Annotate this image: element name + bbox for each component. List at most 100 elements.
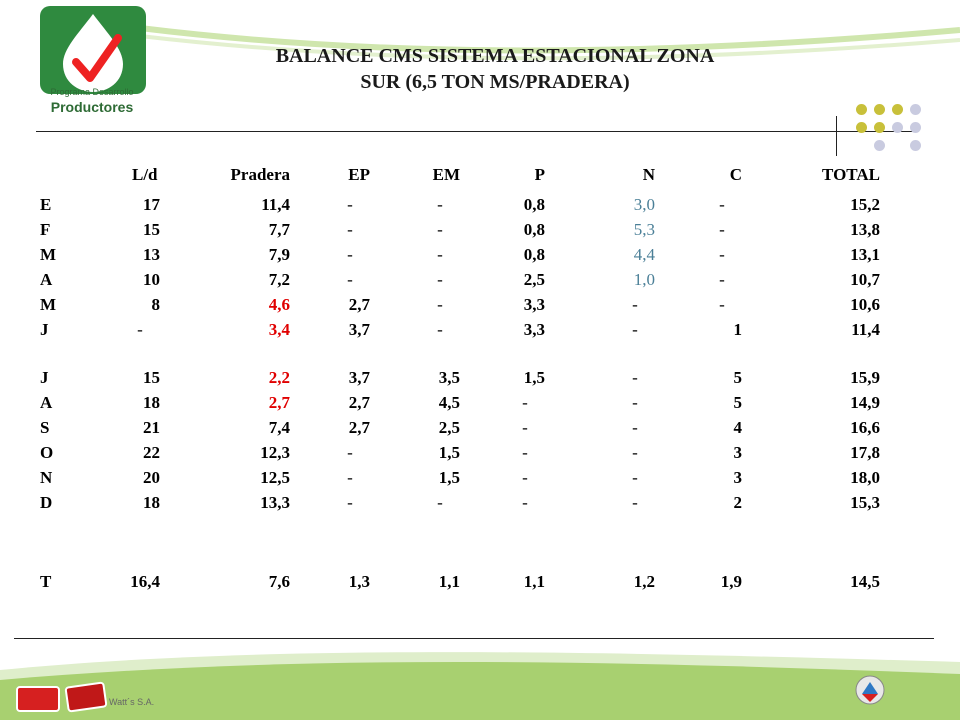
dot-decoration [856,104,867,115]
cell-n: 4,4 [633,245,655,264]
cell-total: 15,2 [850,195,880,214]
cell-ep: 2,7 [348,393,370,412]
cell-p: 3,3 [523,295,545,314]
cell-ld: 18 [143,493,160,512]
cell-n: 1,2 [633,572,655,591]
cell-c: 1,9 [720,572,742,591]
cell-ep: - [347,443,353,462]
cell-ld: 17 [143,195,160,214]
cell-label: M [40,295,57,314]
cell-label: J [40,368,49,387]
cell-total: 16,6 [850,418,880,437]
bottom-divider [14,638,934,639]
cell-ep: 1,3 [348,572,370,591]
cell-label: J [40,320,49,339]
header-n: N [642,165,655,184]
cell-total: 14,5 [850,572,880,591]
cell-c: - [719,270,725,289]
calo-logo [64,681,108,713]
cell-p: - [522,468,528,487]
cell-ld: 15 [143,220,160,239]
milk-drop-check-icon [40,6,146,94]
cell-ep: - [347,468,353,487]
cell-em: 1,1 [438,572,460,591]
programa-desarrollo-logo: Programa Desarrollo Productores [30,4,154,120]
cell-c: 1 [733,320,743,339]
cell-n: 1,0 [633,270,655,289]
cell-ep: - [347,245,353,264]
cell-c: 5 [733,368,743,387]
header-ld: L/d [132,165,158,184]
cell-ld: 22 [143,443,160,462]
cell-p: 0,8 [523,245,545,264]
cell-ld: 13 [143,245,160,264]
cell-n: - [632,493,638,512]
logo-line2: Productores [50,99,134,115]
cell-total: 10,7 [850,270,880,289]
cell-label: T [40,572,52,591]
cell-total: 14,9 [850,393,880,412]
cell-n: - [632,443,638,462]
unico-lecche-logo [16,686,60,712]
cell-c: - [719,195,725,214]
cell-em: 1,5 [438,468,460,487]
cell-ld: 20 [143,468,160,487]
cell-ep: 3,7 [348,320,370,339]
cell-p: 1,5 [523,368,545,387]
cell-pradera: 7,4 [268,418,290,437]
dot-decoration [856,122,867,133]
cell-em: - [437,195,443,214]
cell-n: - [632,468,638,487]
cell-p: - [522,393,528,412]
cell-label: O [40,443,54,462]
cell-label: A [40,393,53,412]
cell-pradera: 12,5 [260,468,290,487]
dot-decoration [874,122,885,133]
cell-pradera: 4,6 [268,295,290,314]
title-line1: BALANCE CMS SISTEMA ESTACIONAL ZONA [275,45,715,67]
dot-decoration [910,104,921,115]
cell-c: 3 [733,468,743,487]
cell-label: F [40,220,51,239]
cell-ld: 15 [143,368,160,387]
footer-wave-decoration [0,652,960,720]
cell-total: 13,8 [850,220,880,239]
cell-p: 0,8 [523,220,545,239]
cell-ep: - [347,270,353,289]
cell-total: 15,3 [850,493,880,512]
cell-em: - [437,245,443,264]
cell-pradera: 3,4 [268,320,290,339]
cell-ld: 18 [143,393,160,412]
header-wave-decoration [139,25,960,61]
cell-pradera: 2,7 [268,393,290,412]
cell-ep: - [347,195,353,214]
header-total: TOTAL [822,165,880,184]
cell-total: 17,8 [850,443,880,462]
vertical-divider [836,116,837,156]
cell-em: - [437,493,443,512]
cell-label: M [40,245,57,264]
top-divider [36,131,918,132]
cell-em: - [437,270,443,289]
cell-ld: 16,4 [130,572,160,591]
cell-ld: 10 [143,270,160,289]
logo-line1: Programa Desarrollo [50,87,134,97]
cell-label: N [40,468,53,487]
cell-p: 0,8 [523,195,545,214]
cell-em: 2,5 [438,418,460,437]
cell-c: 3 [733,443,743,462]
cell-total: 11,4 [851,320,880,339]
cell-pradera: 7,7 [268,220,290,239]
cell-ld: 21 [143,418,160,437]
header-p: P [534,165,545,184]
cell-p: - [522,443,528,462]
cell-p: 1,1 [523,572,545,591]
cell-em: - [437,320,443,339]
header-ep: EP [348,165,370,184]
cell-pradera: 13,3 [260,493,290,512]
cell-n: - [632,320,638,339]
cell-label: A [40,270,53,289]
cell-ep: 2,7 [348,295,370,314]
dot-decoration [892,122,903,133]
